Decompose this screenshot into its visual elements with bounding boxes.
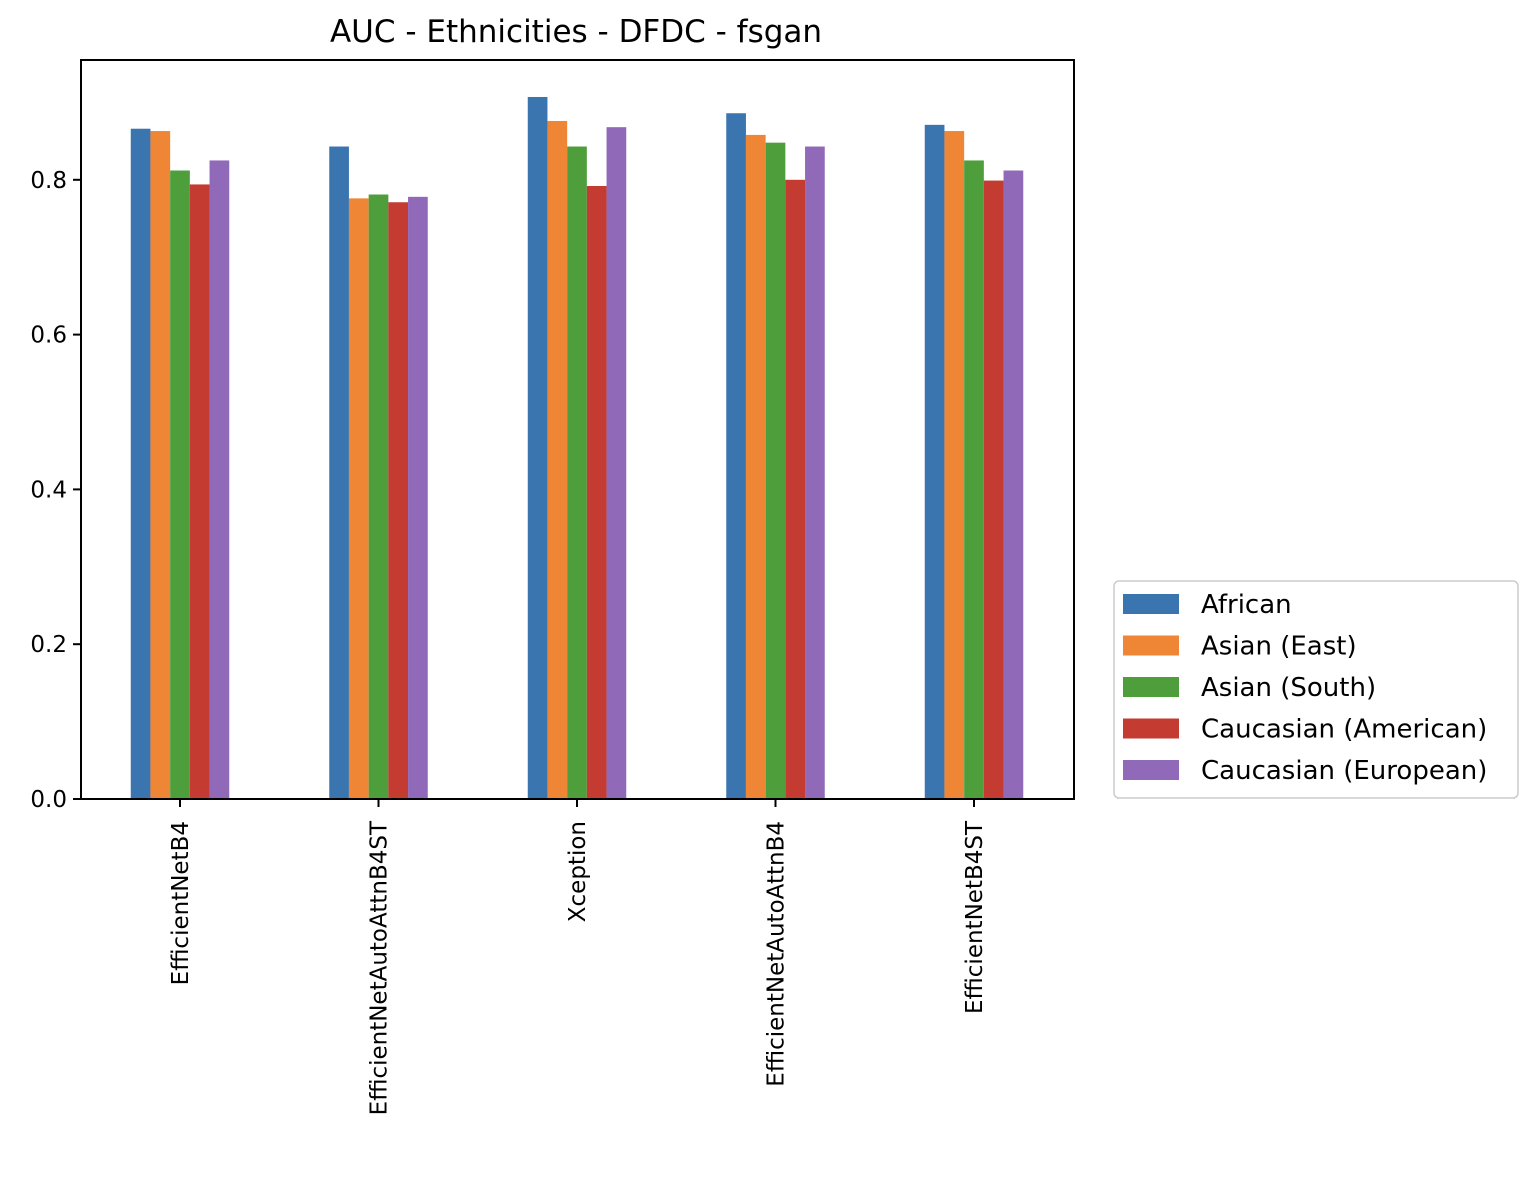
- bar-asian-south-2: [368, 194, 389, 799]
- bar-asian-south-3: [567, 146, 587, 799]
- legend-swatch: [1123, 760, 1179, 780]
- bar-african-2: [329, 146, 349, 799]
- y-axis: 0.0 0.2 0.4 0.6 0.8: [30, 168, 81, 813]
- bar-caucasian-european-2: [408, 196, 428, 799]
- x-tick-label: EfficientNetAutoAttnB4ST: [367, 820, 393, 1115]
- bar-asian-south-5: [964, 160, 984, 799]
- legend-label: Caucasian (European): [1201, 756, 1487, 786]
- x-tick-label: EfficientNetB4: [168, 821, 194, 985]
- bar-asian-east-2: [348, 198, 369, 799]
- bar-caucasian-european-3: [606, 127, 627, 800]
- bar-asian-south-1: [170, 170, 190, 799]
- legend-label: Asian (South): [1201, 673, 1376, 703]
- bar-caucasian-european-4: [805, 146, 825, 799]
- bar-african-1: [130, 128, 151, 800]
- y-tick-label: 0.4: [30, 477, 67, 503]
- bar-caucasian-american-2: [388, 202, 409, 799]
- bars-layer: [130, 96, 1024, 800]
- bar-caucasian-european-1: [209, 160, 230, 799]
- legend-swatch: [1123, 594, 1179, 614]
- y-tick-label: 0.8: [30, 168, 67, 194]
- x-tick-label: Xception: [565, 821, 591, 922]
- legend-swatch: [1123, 718, 1179, 739]
- y-tick-label: 0.0: [30, 787, 67, 813]
- bar-caucasian-american-5: [983, 180, 1004, 799]
- bar-caucasian-american-1: [189, 184, 210, 799]
- x-tick-label: EfficientNetB4ST: [962, 820, 988, 1014]
- legend-swatch: [1123, 635, 1179, 656]
- legend-box: [1113, 580, 1519, 799]
- legend-label: African: [1201, 590, 1292, 620]
- bar-african-3: [527, 96, 548, 800]
- bar-caucasian-european-5: [1003, 170, 1024, 799]
- bar-asian-south-4: [765, 142, 786, 799]
- chart-title: AUC - Ethnicities - DFDC - fsgan: [330, 14, 822, 50]
- bar-asian-east-1: [150, 131, 171, 800]
- y-tick-label: 0.6: [30, 323, 67, 349]
- bar-caucasian-american-3: [586, 185, 607, 800]
- bar-asian-east-4: [745, 134, 766, 799]
- legend: African Asian (East) Asian (South) Caucasia…: [1113, 580, 1519, 799]
- y-tick-label: 0.2: [30, 632, 67, 658]
- x-axis: EfficientNetB4 EfficientNetAutoAttnB4ST Xc…: [168, 799, 988, 1115]
- legend-label: Asian (East): [1201, 632, 1357, 662]
- bar-african-5: [924, 124, 945, 800]
- x-tick-label: EfficientNetAutoAttnB4: [764, 821, 790, 1087]
- bar-asian-east-5: [944, 131, 965, 800]
- bar-caucasian-american-4: [785, 179, 806, 800]
- bar-asian-east-3: [547, 120, 568, 800]
- legend-label: Caucasian (American): [1201, 715, 1487, 745]
- bar-african-4: [726, 113, 746, 800]
- legend-swatch: [1123, 677, 1179, 697]
